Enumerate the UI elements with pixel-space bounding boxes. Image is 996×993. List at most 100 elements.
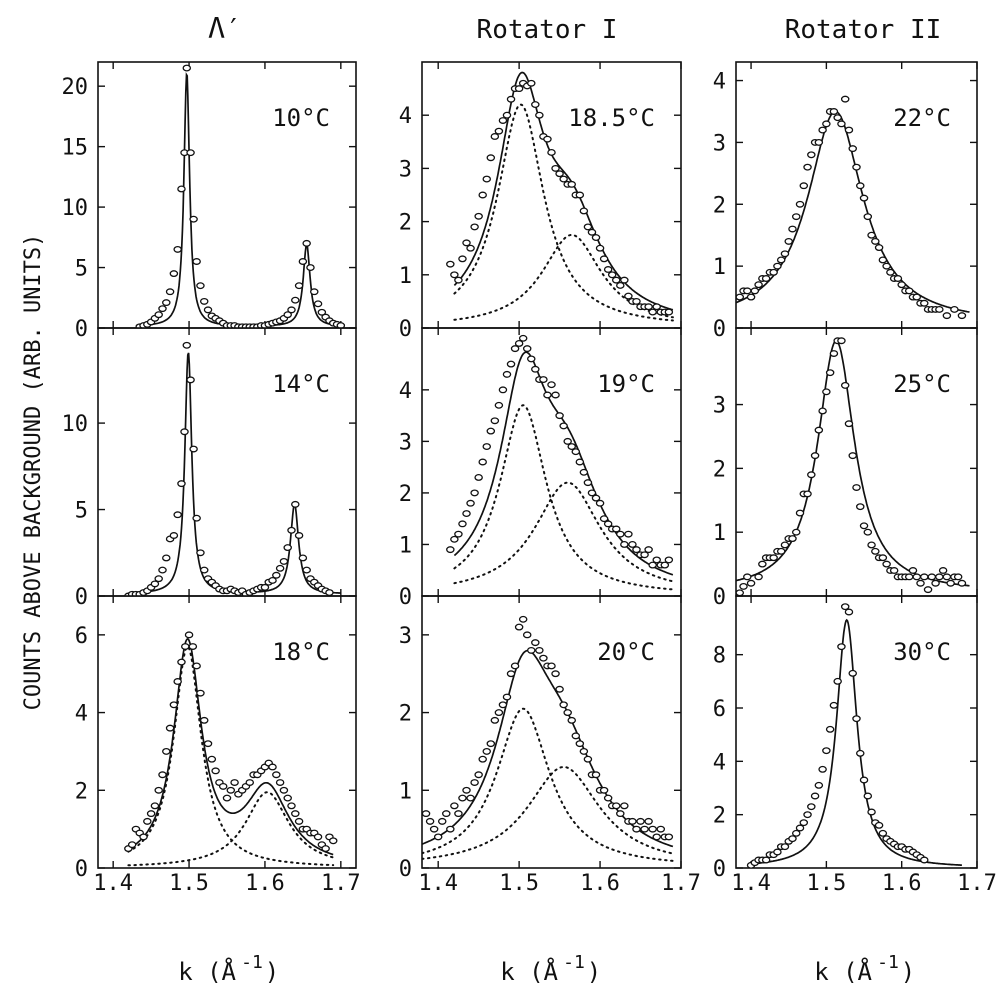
data-point bbox=[754, 281, 763, 289]
temperature-label: 18.5°C bbox=[568, 104, 655, 132]
data-point bbox=[317, 308, 327, 316]
data-point bbox=[268, 576, 277, 584]
y-tick-label: 2 bbox=[713, 193, 726, 218]
panel-frame bbox=[97, 327, 357, 597]
x-axis-label-sup: -1 bbox=[241, 952, 263, 973]
data-point bbox=[856, 182, 865, 190]
data-point bbox=[807, 471, 816, 479]
data-point bbox=[478, 191, 487, 199]
data-point bbox=[283, 794, 292, 802]
data-point bbox=[498, 701, 508, 709]
svg-text:k (Å: k (Å bbox=[814, 957, 872, 986]
data-point bbox=[543, 135, 552, 143]
data-point bbox=[189, 215, 198, 223]
data-point bbox=[769, 554, 778, 562]
data-point bbox=[283, 544, 292, 552]
x-axis-label-unit: Å bbox=[222, 957, 237, 986]
data-point bbox=[169, 701, 179, 709]
data-point bbox=[551, 670, 560, 678]
data-point bbox=[886, 268, 895, 276]
y-tick-label: 2 bbox=[399, 702, 412, 727]
data-point bbox=[555, 170, 564, 178]
data-point bbox=[818, 407, 827, 415]
data-point bbox=[792, 213, 801, 221]
data-point bbox=[474, 212, 483, 220]
data-point bbox=[946, 579, 955, 587]
data-point bbox=[612, 525, 621, 533]
component-fit-curve bbox=[127, 791, 335, 867]
data-point bbox=[563, 709, 572, 717]
data-point bbox=[207, 755, 217, 763]
data-point bbox=[567, 716, 576, 724]
data-point bbox=[652, 303, 661, 311]
data-point bbox=[139, 833, 148, 841]
data-point bbox=[514, 85, 524, 93]
data-point bbox=[632, 297, 641, 305]
data-point bbox=[916, 579, 925, 587]
data-point bbox=[429, 825, 439, 833]
y-tick-label: 2 bbox=[399, 482, 412, 507]
plot-area bbox=[422, 615, 674, 862]
data-point bbox=[571, 448, 581, 456]
data-point bbox=[287, 802, 296, 810]
panel-frame bbox=[97, 61, 357, 329]
data-point bbox=[466, 499, 475, 507]
x-axis-label-prefix: k ( bbox=[178, 958, 221, 986]
data-point bbox=[498, 386, 508, 394]
y-tick-label: 3 bbox=[399, 157, 412, 182]
y-tick-label: 3 bbox=[713, 131, 726, 156]
data-point bbox=[616, 530, 625, 538]
data-point bbox=[510, 345, 520, 353]
data-point bbox=[177, 185, 186, 193]
data-point bbox=[829, 350, 839, 357]
data-point bbox=[502, 111, 512, 119]
data-point bbox=[192, 662, 201, 670]
data-point bbox=[446, 260, 455, 268]
data-point bbox=[624, 530, 633, 538]
data-point bbox=[664, 556, 674, 564]
component-fit-curve bbox=[422, 707, 674, 862]
y-tick-label: 10 bbox=[62, 412, 89, 437]
data-point bbox=[433, 833, 443, 841]
data-point bbox=[599, 255, 609, 263]
data-point bbox=[904, 287, 914, 295]
x-tick-label: 1.6 bbox=[580, 871, 620, 896]
data-point bbox=[454, 276, 463, 284]
data-point bbox=[644, 817, 653, 825]
data-point bbox=[664, 833, 674, 841]
data-point bbox=[579, 207, 589, 215]
data-point bbox=[306, 264, 315, 271]
data-point bbox=[184, 631, 194, 639]
y-tick-label: 1 bbox=[713, 521, 726, 546]
x-axis-label-suffix: ) bbox=[265, 958, 279, 986]
data-point bbox=[746, 293, 756, 301]
data-point bbox=[822, 747, 831, 755]
y-tick-label: 2 bbox=[75, 779, 88, 804]
data-point bbox=[591, 494, 601, 502]
x-tick-label: 1.4 bbox=[418, 871, 458, 896]
data-point bbox=[547, 148, 556, 156]
plot-area bbox=[135, 64, 346, 328]
panel: 0 2 4 6 8 1.4 1.5 1.6 1.7 30°C bbox=[713, 595, 996, 896]
data-point bbox=[579, 468, 589, 476]
temperature-label: 22°C bbox=[893, 104, 951, 132]
x-axis-label-sup: -1 bbox=[877, 952, 899, 973]
data-point bbox=[640, 551, 649, 559]
data-point bbox=[863, 792, 873, 800]
data-point bbox=[177, 480, 186, 488]
data-point bbox=[527, 355, 536, 363]
data-point bbox=[486, 740, 496, 748]
data-point bbox=[612, 276, 621, 284]
data-point bbox=[640, 825, 649, 833]
data-point bbox=[482, 175, 491, 183]
data-point bbox=[603, 266, 613, 273]
data-point bbox=[150, 802, 160, 810]
data-point bbox=[595, 244, 605, 252]
data-point bbox=[799, 182, 809, 190]
data-point bbox=[506, 95, 516, 103]
y-tick-label: 4 bbox=[713, 750, 726, 775]
y-tick-label: 8 bbox=[713, 644, 726, 669]
y-tick-label: 0 bbox=[75, 317, 88, 342]
data-point bbox=[446, 825, 455, 833]
